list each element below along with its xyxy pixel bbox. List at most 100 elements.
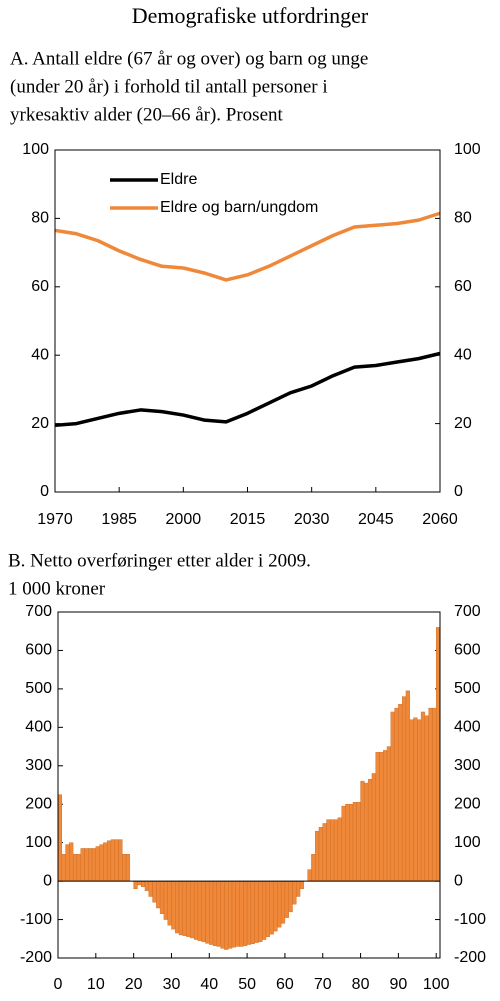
y2-tick-label: -200	[454, 949, 486, 966]
y2-tick-label: 400	[454, 719, 481, 736]
x-tick-label: 20	[125, 976, 143, 993]
bar	[284, 880, 289, 918]
bar	[401, 696, 407, 882]
bar	[239, 880, 244, 947]
bar	[250, 880, 255, 944]
y2-tick-label: -100	[454, 911, 486, 928]
bar	[231, 880, 236, 948]
x-tick-label: 30	[163, 976, 181, 993]
bar	[254, 880, 259, 943]
y-tick-label: 60	[31, 278, 49, 295]
bar	[307, 869, 312, 882]
y2-tick-label: 20	[454, 415, 472, 432]
x-tick-label: 2045	[358, 511, 394, 528]
bar	[122, 854, 127, 882]
bar	[367, 779, 373, 882]
bar	[345, 804, 350, 882]
bar	[292, 880, 297, 905]
y-tick-label: 80	[31, 210, 49, 227]
y-tick-label: 700	[25, 603, 52, 620]
plot-frame	[54, 149, 441, 493]
bar	[314, 830, 320, 882]
bar	[224, 880, 229, 950]
bar	[152, 880, 157, 903]
y2-tick-label: 40	[454, 346, 472, 363]
bar	[72, 854, 78, 882]
bar	[76, 854, 81, 882]
bar	[405, 690, 410, 882]
bar	[216, 880, 221, 947]
bar	[88, 848, 93, 882]
x-tick-label: 1970	[37, 511, 73, 528]
y-tick-label: 20	[31, 415, 49, 432]
legend-label: Eldre	[160, 171, 197, 188]
bar	[156, 880, 161, 909]
bar	[235, 880, 240, 947]
bar	[190, 880, 195, 939]
legend-label: Eldre og barn/ungdom	[160, 199, 318, 216]
bar	[383, 750, 388, 882]
bar	[137, 880, 142, 886]
bar	[95, 846, 100, 882]
y2-tick-label: 200	[454, 795, 481, 812]
subtitle: yrkesaktiv alder (20–66 år). Prosent	[10, 104, 284, 125]
bar	[424, 715, 429, 882]
bar	[144, 880, 149, 891]
bar	[125, 854, 131, 882]
bar	[69, 842, 74, 882]
y-tick-label: 0	[43, 872, 52, 889]
bar	[197, 880, 202, 941]
x-tick-label: 100	[423, 976, 450, 993]
y2-tick-label: 80	[454, 210, 472, 227]
x-tick-label: 90	[389, 976, 407, 993]
y2-tick-label: 700	[454, 603, 481, 620]
subtitle: A. Antall eldre (67 år og over) og barn …	[10, 48, 368, 69]
bar	[178, 880, 184, 936]
subtitle: B. Netto overføringer etter alder i 2009…	[8, 550, 311, 571]
bar	[186, 880, 191, 938]
bar	[341, 805, 346, 882]
bar	[432, 707, 437, 882]
bar	[273, 880, 278, 932]
bar	[417, 719, 422, 882]
x-tick-label: 80	[352, 976, 370, 993]
y-tick-label: 100	[22, 141, 49, 158]
bar	[349, 804, 354, 882]
bar	[148, 880, 153, 897]
bar	[262, 880, 267, 940]
bar	[84, 848, 89, 882]
bar	[299, 880, 305, 889]
bar	[386, 746, 392, 882]
bar	[364, 782, 369, 882]
bar	[258, 880, 263, 943]
bar	[352, 802, 357, 882]
x-tick-label: 0	[54, 976, 63, 993]
y-tick-label: 40	[31, 346, 49, 363]
bar	[333, 819, 339, 882]
bar	[171, 880, 176, 930]
bar	[409, 719, 414, 882]
x-tick-label: 2060	[422, 511, 458, 528]
bar	[390, 711, 395, 882]
bar	[61, 854, 66, 882]
y2-tick-label: 600	[454, 642, 481, 659]
bar	[360, 780, 365, 882]
bar	[420, 711, 426, 882]
x-tick-label: 2015	[230, 511, 266, 528]
bar	[175, 880, 180, 934]
bar	[91, 848, 97, 882]
y-tick-label: -200	[20, 949, 52, 966]
y-tick-label: 200	[25, 795, 52, 812]
bar	[265, 880, 271, 938]
bar	[322, 823, 327, 882]
bar	[220, 880, 225, 949]
bar	[394, 707, 399, 882]
bar	[65, 844, 70, 882]
bar	[288, 880, 293, 913]
bar	[118, 839, 123, 882]
bar	[413, 717, 418, 882]
bar	[212, 880, 218, 946]
page-title: Demografiske utfordringer	[132, 3, 369, 28]
plot-frame	[57, 611, 441, 959]
y-tick-label: 300	[25, 757, 52, 774]
